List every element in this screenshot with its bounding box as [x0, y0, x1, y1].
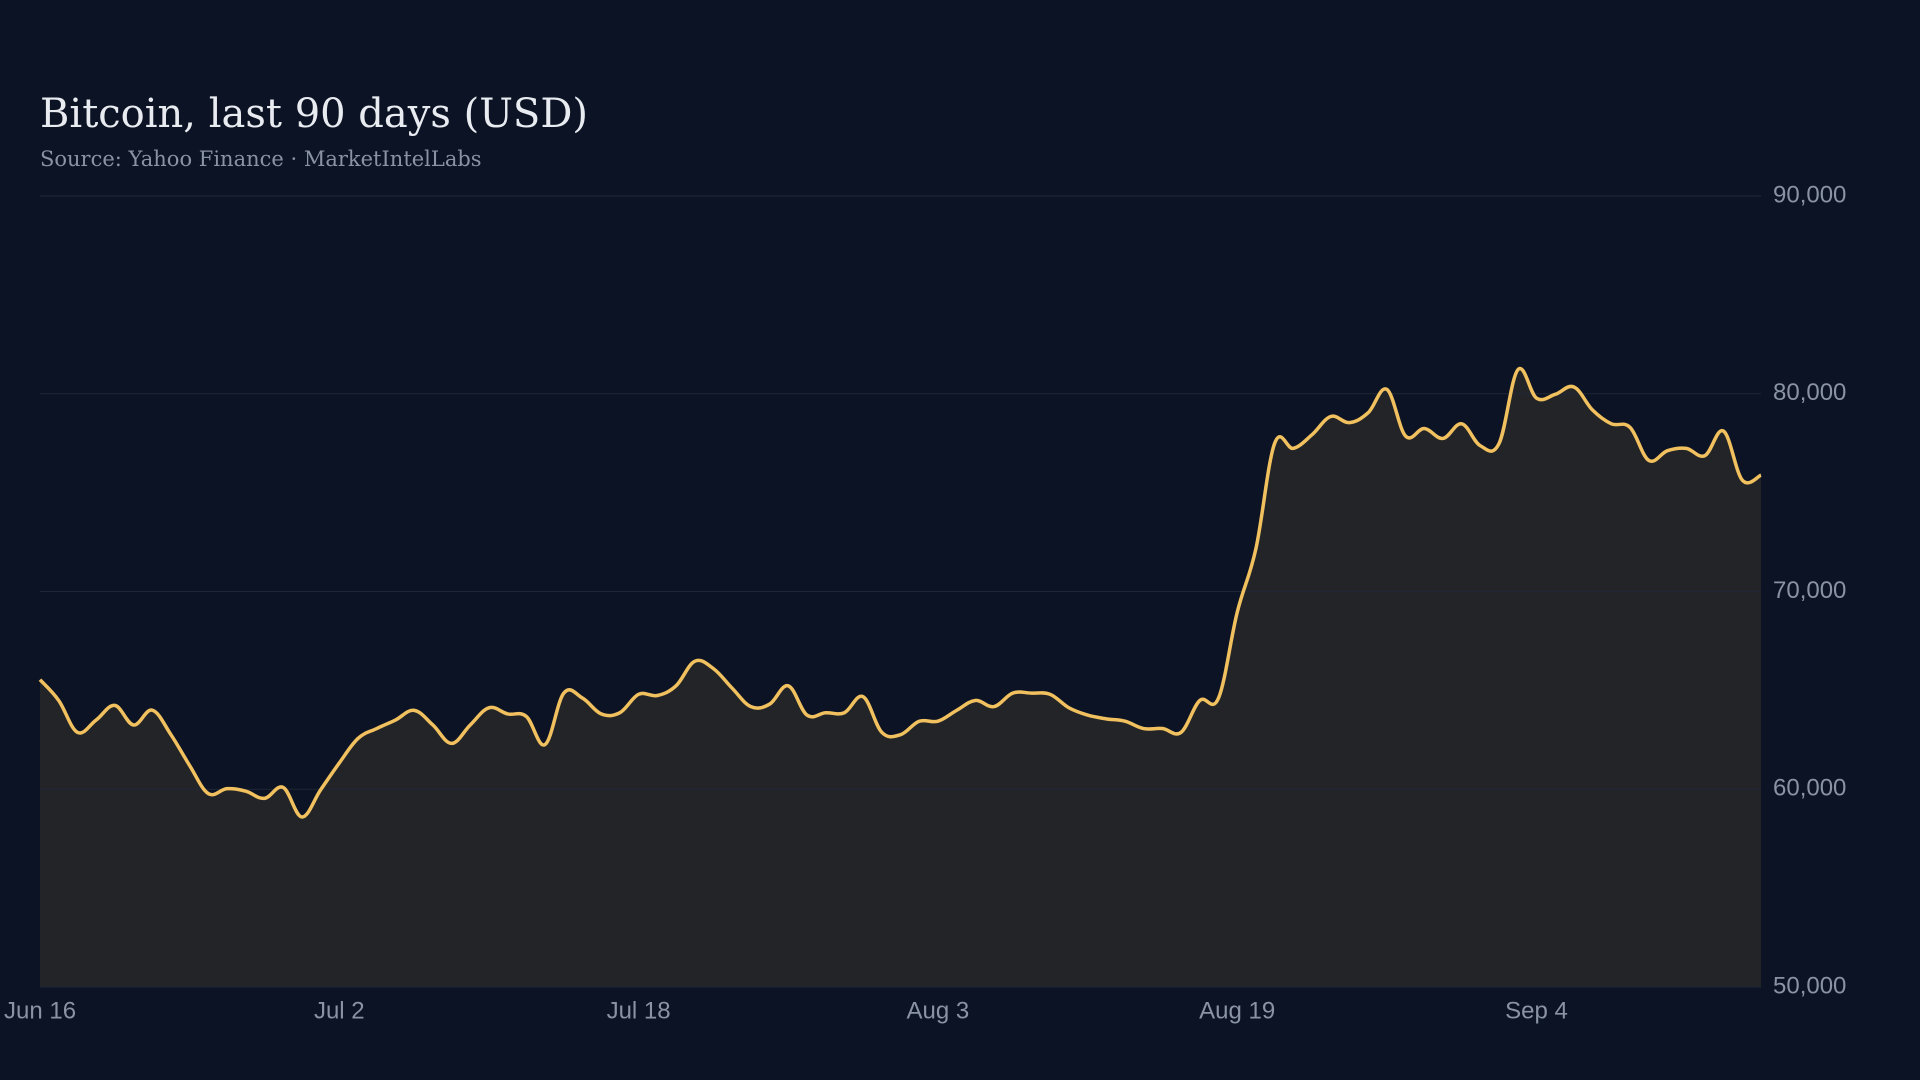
x-tick-label: Jul 2	[314, 997, 365, 1024]
area	[40, 368, 1761, 987]
x-tick-label: Jun 16	[4, 997, 76, 1024]
x-tick-label: Sep 4	[1505, 997, 1568, 1024]
y-tick-label: 80,000	[1773, 379, 1846, 406]
y-tick-label: 50,000	[1773, 972, 1846, 999]
y-tick-label: 70,000	[1773, 577, 1846, 604]
y-tick-label: 90,000	[1773, 181, 1846, 208]
x-tick-label: Aug 19	[1199, 997, 1275, 1024]
chart-title: Bitcoin, last 90 days (USD)	[40, 91, 588, 137]
x-tick-label: Jul 18	[607, 997, 671, 1024]
chart-subtitle: Source: Yahoo Finance · MarketIntelLabs	[40, 147, 482, 171]
y-tick-label: 60,000	[1773, 775, 1846, 802]
price-line	[38, 366, 1762, 819]
x-tick-label: Aug 3	[907, 997, 970, 1024]
